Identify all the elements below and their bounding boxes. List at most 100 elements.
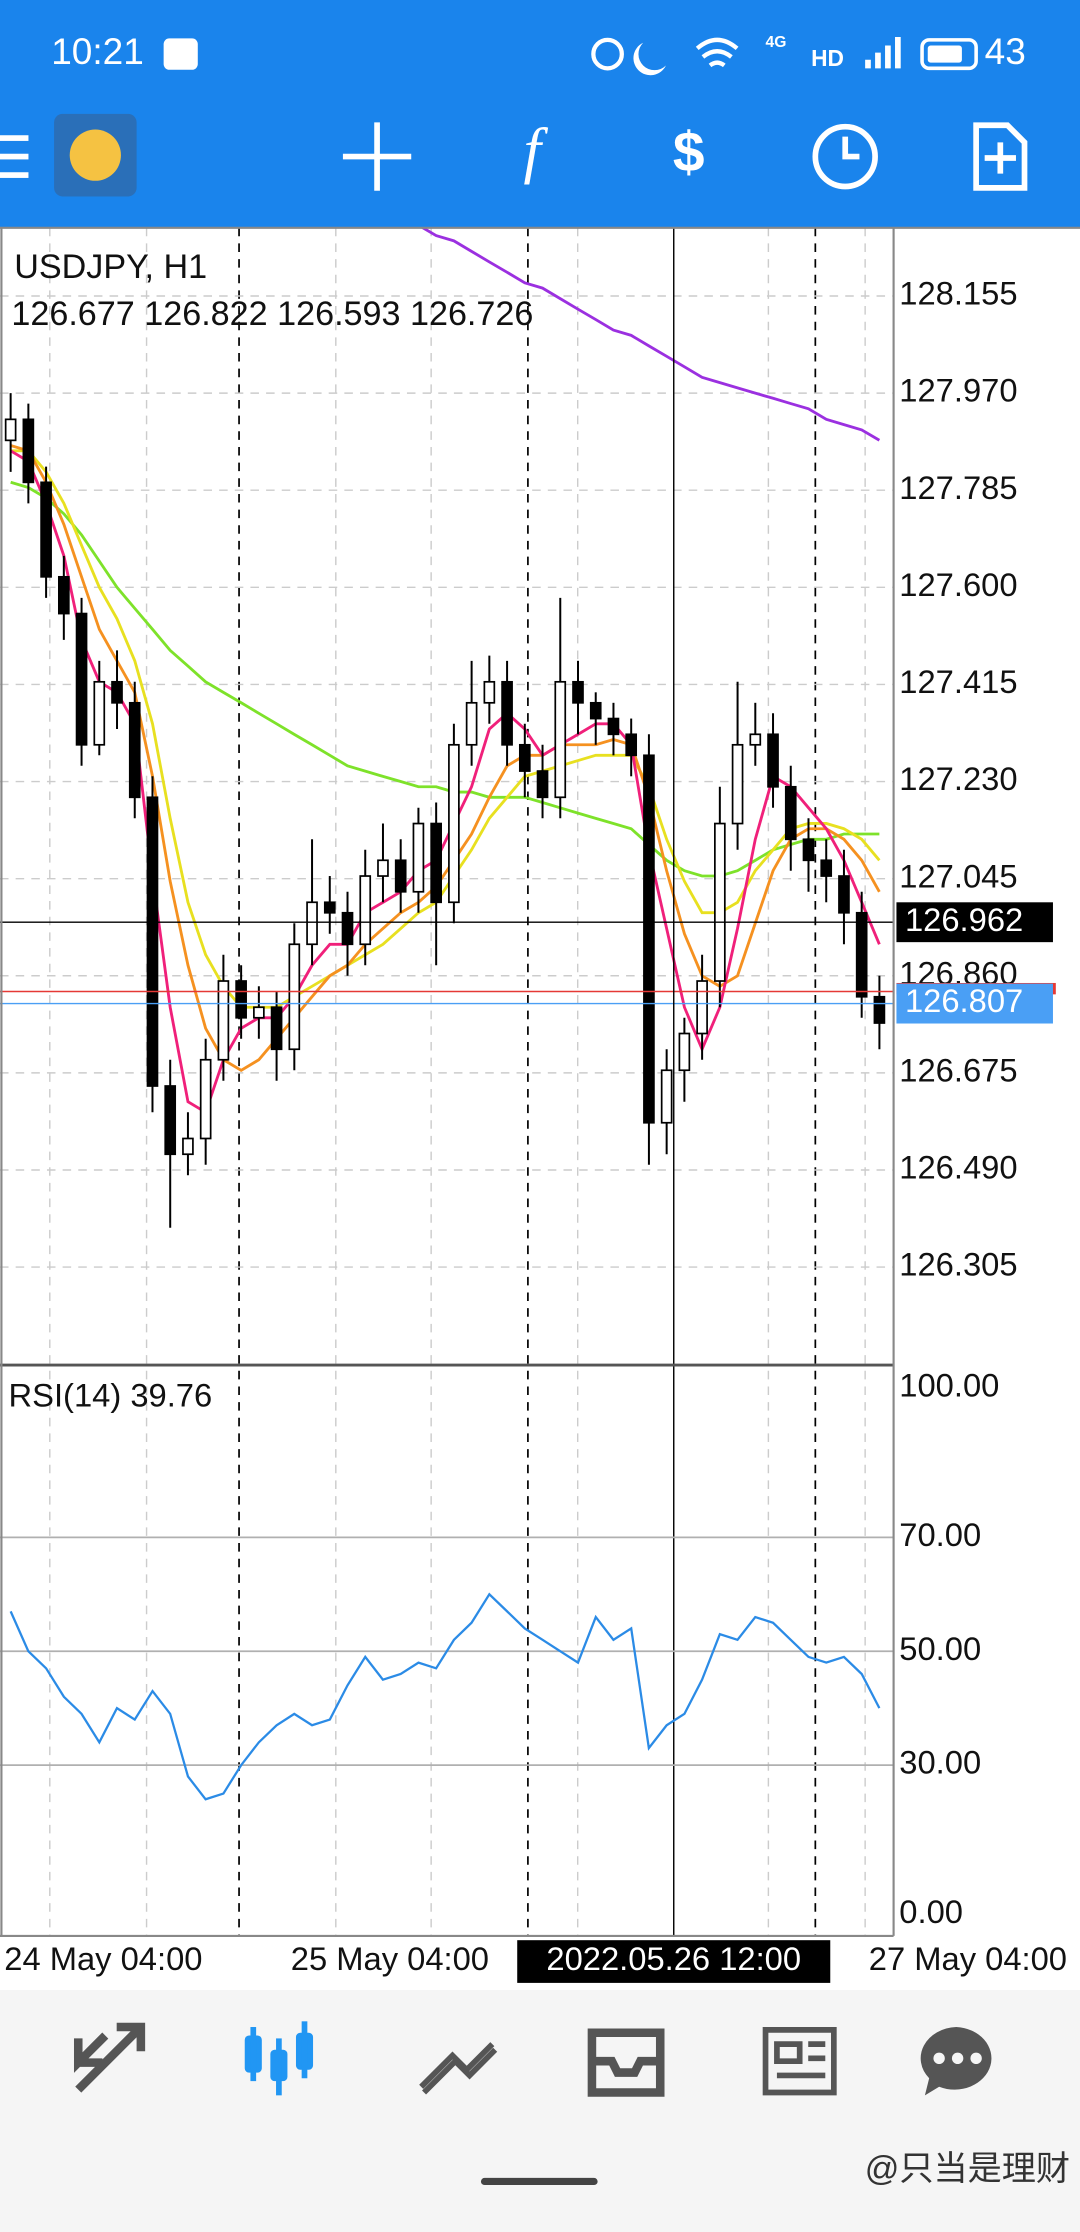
indicator-line: [420, 227, 881, 442]
candle-body: [749, 733, 762, 746]
candle-body: [643, 754, 655, 1124]
timeframe-button[interactable]: [812, 123, 878, 190]
indicator-title: RSI(14) 39.76: [9, 1376, 213, 1413]
candle-body: [22, 418, 35, 484]
nav-history[interactable]: [587, 2028, 665, 2097]
dot: [970, 2052, 982, 2065]
candle-body: [589, 701, 602, 720]
candle-body: [341, 911, 354, 946]
y-tick-label: 70.00: [899, 1516, 981, 1553]
candle-body: [182, 1137, 194, 1156]
nav-quotes[interactable]: [73, 2022, 146, 2093]
candle-body: [430, 822, 442, 904]
candle-body: [820, 859, 833, 877]
y-tick-label: 126.675: [899, 1052, 1017, 1089]
app-logo-mark: [69, 129, 121, 181]
candle-body: [536, 770, 549, 799]
candle-body: [518, 743, 531, 772]
wifi-icon: [695, 37, 739, 68]
x-tick-label: 27 May 04:00: [869, 1940, 1067, 1977]
crosshair-button[interactable]: [342, 122, 412, 191]
candle-body: [40, 481, 52, 578]
dot: [951, 2052, 964, 2065]
candle-body: [4, 418, 17, 442]
candle-body: [253, 1006, 265, 1019]
y-tick-label: 128.155: [899, 275, 1017, 312]
network-label: 4G: [766, 34, 787, 51]
indicator-line: [10, 480, 880, 878]
y-tick-label: 127.415: [899, 663, 1017, 700]
bid-label: 126.807: [905, 982, 1023, 1019]
candle-body: [199, 1058, 212, 1140]
crosshair-time-label: 2022.05.26 12:00: [546, 1940, 801, 1977]
menu-button[interactable]: [0, 135, 29, 178]
clock-hands: [842, 136, 860, 160]
candle-body: [784, 785, 797, 841]
candle-body: [306, 901, 318, 946]
candle-body: [270, 1006, 283, 1051]
x-tick-label: 25 May 04:00: [291, 1940, 489, 1977]
price-plot: [4, 227, 886, 1228]
crosshair-time-box: [517, 1940, 831, 1983]
y-tick-label: 126.305: [899, 1246, 1017, 1283]
candle-body: [359, 875, 372, 946]
y-tick-label: 127.600: [899, 566, 1017, 603]
hd-label: HD: [811, 45, 844, 71]
candle-body: [57, 575, 70, 615]
candle-body: [607, 717, 620, 736]
candle-body: [625, 733, 638, 757]
ohlc-text: 126.677 126.822 126.593 126.726: [11, 295, 533, 333]
candle-body: [75, 612, 88, 746]
y-tick-label: 0.00: [899, 1893, 963, 1930]
home-indicator[interactable]: [480, 2177, 598, 2186]
nav-trade[interactable]: [419, 2042, 498, 2095]
candle-body: [483, 680, 496, 704]
candle-body: [377, 859, 389, 877]
chart-title: USDJPY, H1: [14, 248, 207, 286]
y-tick-label: 50.00: [899, 1630, 981, 1667]
status-icon: [163, 38, 198, 70]
bid-label-box: [896, 983, 1053, 1024]
candle-body: [554, 680, 567, 799]
candle-body: [873, 995, 886, 1024]
candle-body: [412, 822, 425, 893]
candle-body: [93, 680, 106, 746]
rsi-line: [9, 1592, 881, 1801]
candle-body: [838, 875, 850, 914]
y-tick-label: 127.970: [899, 372, 1017, 409]
top-bar: [0, 0, 1080, 228]
x-tick-label: 24 May 04:00: [4, 1940, 202, 1977]
trade-button[interactable]: $: [673, 121, 705, 185]
candle-body: [128, 701, 141, 799]
crosshair-price-box: [896, 902, 1053, 943]
candle-body: [696, 980, 708, 1035]
dnd-icon: [633, 42, 666, 76]
candle-body: [855, 911, 868, 998]
y-tick-label: 127.230: [899, 760, 1017, 797]
candle-body: [235, 980, 247, 1019]
dot: [933, 2052, 945, 2065]
candle-body: [146, 796, 159, 1087]
y-tick-label: 126.490: [899, 1149, 1017, 1186]
indicator-line: [10, 449, 881, 1009]
candle-body: [660, 1069, 673, 1124]
battery-text: 43: [985, 31, 1026, 72]
y-tick-label: 100.00: [899, 1367, 999, 1404]
candle-body: [572, 680, 584, 704]
chart-background: [0, 227, 1080, 1991]
new-order-button[interactable]: [973, 122, 1028, 191]
crosshair-price-label: 126.962: [905, 901, 1023, 938]
y-tick-label: 127.045: [899, 857, 1017, 894]
candle-body: [217, 980, 230, 1061]
candle-body: [323, 901, 336, 914]
candle-body: [767, 733, 779, 788]
watermark: @只当是理财: [865, 2150, 1070, 2188]
y-tick-label: 30.00: [899, 1744, 981, 1781]
indicator-line: [10, 444, 881, 1072]
candle-body: [501, 680, 513, 746]
nav-news[interactable]: [762, 2027, 837, 2096]
y-tick-label: 127.785: [899, 469, 1017, 506]
nav-chart[interactable]: [244, 2021, 314, 2096]
